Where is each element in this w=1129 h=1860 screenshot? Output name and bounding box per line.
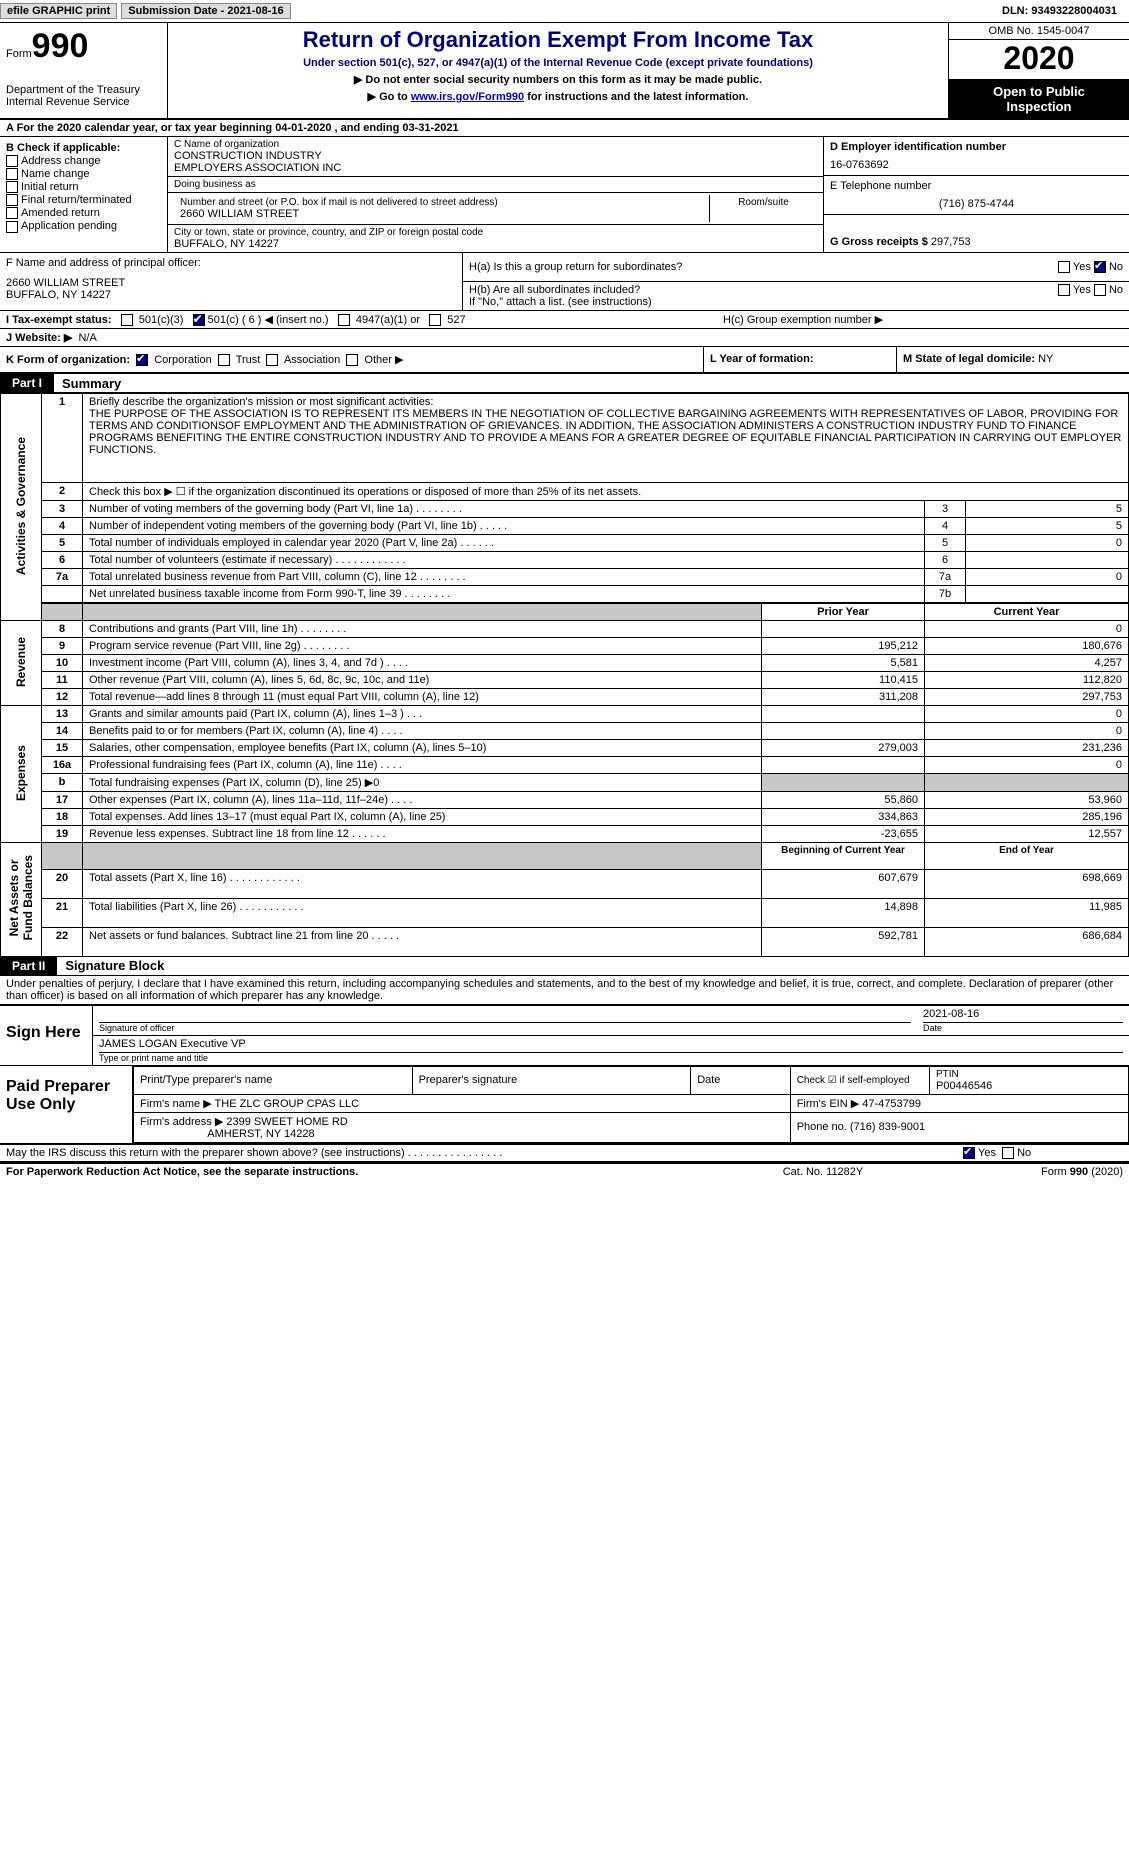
street-address: 2660 WILLIAM STREET bbox=[180, 208, 703, 220]
submission-date: Submission Date - 2021-08-16 bbox=[121, 3, 290, 19]
page-footer: For Paperwork Reduction Act Notice, see … bbox=[0, 1163, 1129, 1180]
header-right: OMB No. 1545-0047 2020 Open to Public In… bbox=[948, 23, 1129, 118]
gross-receipts: 297,753 bbox=[931, 236, 971, 248]
section-c: C Name of organization CONSTRUCTION INDU… bbox=[168, 137, 823, 252]
part1-header: Part I Summary bbox=[0, 374, 1129, 393]
firm-ein: 47-4753799 bbox=[862, 1098, 921, 1110]
form-title: Return of Organization Exempt From Incom… bbox=[176, 27, 940, 53]
ein: 16-0763692 bbox=[830, 159, 1123, 171]
line-a: A For the 2020 calendar year, or tax yea… bbox=[0, 120, 1129, 137]
discuss-row: May the IRS discuss this return with the… bbox=[0, 1145, 1129, 1163]
header-left: Form990 Department of the Treasury Inter… bbox=[0, 23, 168, 118]
officer-name: JAMES LOGAN Executive VP bbox=[99, 1038, 1123, 1053]
mission-text: THE PURPOSE OF THE ASSOCIATION IS TO REP… bbox=[89, 408, 1121, 456]
checkbox-icon[interactable] bbox=[6, 181, 18, 193]
section-deg: D Employer identification number 16-0763… bbox=[823, 137, 1129, 252]
city-state-zip: BUFFALO, NY 14227 bbox=[174, 238, 817, 250]
section-j: J Website: ▶ N/A bbox=[0, 329, 1129, 347]
officer-address: 2660 WILLIAM STREET BUFFALO, NY 14227 bbox=[6, 277, 456, 301]
firm-phone: (716) 839-9001 bbox=[850, 1121, 925, 1133]
section-klm: K Form of organization: ✔ Corporation Tr… bbox=[0, 347, 1129, 374]
section-b: B Check if applicable: Address change Na… bbox=[0, 137, 168, 252]
checkbox-icon[interactable] bbox=[6, 221, 18, 233]
summary-table: Activities & Governance 1 Briefly descri… bbox=[0, 393, 1129, 956]
section-i: I Tax-exempt status: 501(c)(3) 501(c) ( … bbox=[0, 311, 1129, 329]
org-name: CONSTRUCTION INDUSTRY EMPLOYERS ASSOCIAT… bbox=[174, 150, 817, 174]
part2-header: Part II Signature Block bbox=[0, 957, 1129, 976]
checkbox-icon[interactable] bbox=[6, 155, 18, 167]
telephone: (716) 875-4744 bbox=[830, 198, 1123, 210]
checkbox-icon[interactable] bbox=[6, 194, 18, 206]
header-mid: Return of Organization Exempt From Incom… bbox=[168, 23, 948, 118]
section-bcdeg: B Check if applicable: Address change Na… bbox=[0, 137, 1129, 253]
ptin: P00446546 bbox=[936, 1080, 1122, 1092]
efile-badge: efile GRAPHIC print bbox=[0, 3, 117, 19]
paid-preparer: Paid Preparer Use Only Print/Type prepar… bbox=[0, 1066, 1129, 1145]
topbar: efile GRAPHIC print Submission Date - 20… bbox=[0, 0, 1129, 23]
checkbox-icon[interactable] bbox=[6, 168, 18, 180]
perjury-statement: Under penalties of perjury, I declare th… bbox=[0, 976, 1129, 1004]
sign-here: Sign Here Signature of officer 2021-08-1… bbox=[0, 1004, 1129, 1066]
form-header: Form990 Department of the Treasury Inter… bbox=[0, 23, 1129, 120]
firm-name: THE ZLC GROUP CPAS LLC bbox=[215, 1098, 359, 1110]
checkbox-icon[interactable] bbox=[6, 207, 18, 219]
section-fh: F Name and address of principal officer:… bbox=[0, 253, 1129, 311]
dln: DLN: 93493228004031 bbox=[1002, 5, 1129, 17]
irs-link[interactable]: www.irs.gov/Form990 bbox=[411, 91, 524, 103]
